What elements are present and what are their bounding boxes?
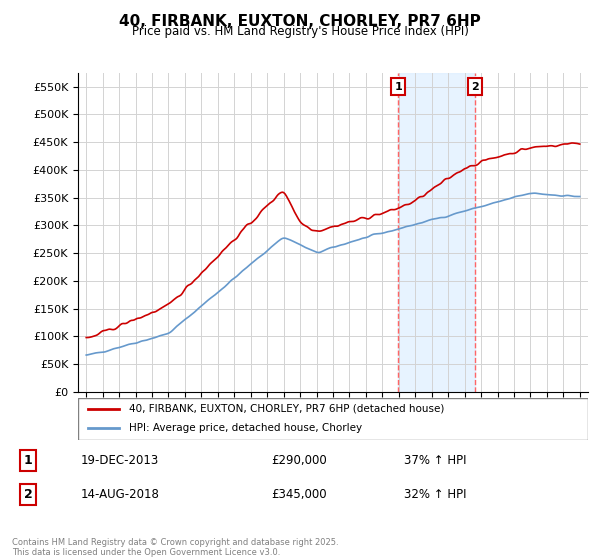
Text: 40, FIRBANK, EUXTON, CHORLEY, PR7 6HP: 40, FIRBANK, EUXTON, CHORLEY, PR7 6HP [119,14,481,29]
Bar [398,73,475,392]
Text: £290,000: £290,000 [271,454,327,467]
Text: HPI: Average price, detached house, Chorley: HPI: Average price, detached house, Chor… [129,423,362,433]
Text: 37% ↑ HPI: 37% ↑ HPI [404,454,466,467]
Text: 19-DEC-2013: 19-DEC-2013 [81,454,160,467]
Text: 2: 2 [23,488,32,501]
Text: 40, FIRBANK, EUXTON, CHORLEY, PR7 6HP (detached house): 40, FIRBANK, EUXTON, CHORLEY, PR7 6HP (d… [129,404,445,414]
Text: Contains HM Land Registry data © Crown copyright and database right 2025.
This d: Contains HM Land Registry data © Crown c… [12,538,338,557]
FancyBboxPatch shape [78,398,588,440]
Text: 1: 1 [394,82,402,92]
Text: 2: 2 [471,82,479,92]
Text: Price paid vs. HM Land Registry's House Price Index (HPI): Price paid vs. HM Land Registry's House … [131,25,469,38]
Text: £345,000: £345,000 [271,488,327,501]
Text: 32% ↑ HPI: 32% ↑ HPI [404,488,466,501]
Text: 14-AUG-2018: 14-AUG-2018 [81,488,160,501]
Text: 1: 1 [23,454,32,467]
